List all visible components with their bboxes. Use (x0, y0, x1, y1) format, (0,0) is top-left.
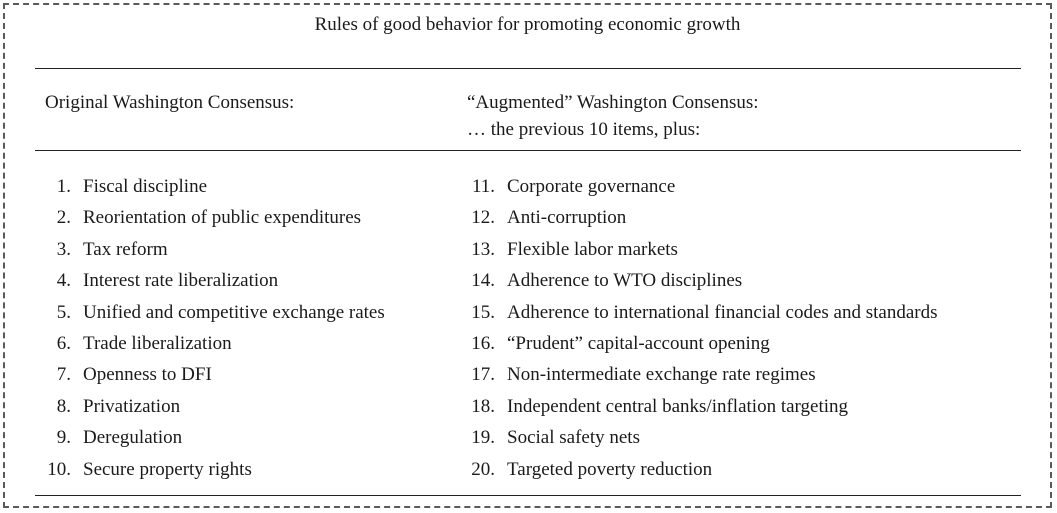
table-title: Rules of good behavior for promoting eco… (314, 14, 741, 35)
item-number: 3. (56, 238, 71, 260)
table-frame: Rules of good behavior for promoting eco… (3, 3, 1052, 508)
item-text: Corporate governance (507, 176, 676, 197)
item-text: Trade liberalization (83, 332, 232, 354)
list-item: 17. Non-intermediate exchange rate regime… (467, 359, 938, 390)
list-item: 15. Adherence to international financial … (467, 297, 938, 328)
right-column-subtitle: … the previous 10 items, plus: (467, 119, 701, 140)
list-item: 1. Fiscal discipline (45, 171, 385, 202)
list-item: 12. Anti-corruption (467, 202, 938, 233)
right-column-header: “Augmented” Washington Consensus: … the … (467, 89, 759, 143)
item-text: Interest rate liberalization (83, 270, 279, 292)
item-text: Unified and competitive exchange rates (83, 301, 385, 323)
bottom-rule (35, 495, 1021, 496)
item-number: 1. (56, 176, 71, 197)
item-number: 20. (471, 458, 495, 480)
list-item: 4. Interest rate liberalization (45, 265, 385, 296)
list-item: 3. Tax reform (45, 234, 385, 265)
list-item: 20. Targeted poverty reduction (467, 454, 938, 485)
list-item: 7. Openness to DFI (45, 359, 385, 390)
item-text: Secure property rights (83, 458, 252, 480)
item-number: 13. (471, 238, 495, 260)
original-consensus-list: 1. Fiscal discipline 2. Reorientation of p… (45, 171, 385, 485)
item-text: Targeted poverty reduction (507, 458, 713, 480)
item-text: Openness to DFI (83, 364, 212, 386)
item-number: 10. (47, 458, 71, 480)
item-number: 2. (56, 207, 71, 229)
item-number: 9. (56, 427, 71, 449)
list-item: 11. Corporate governance (467, 171, 938, 202)
list-item: 8. Privatization (45, 391, 385, 422)
item-text: Tax reform (83, 238, 168, 260)
item-number: 19. (471, 427, 495, 449)
augmented-consensus-list: 11. Corporate governance 12. Anti-corrupti… (467, 171, 938, 485)
item-text: Fiscal discipline (83, 176, 208, 197)
item-number: 18. (471, 395, 495, 417)
list-item: 9. Deregulation (45, 422, 385, 453)
top-rule (35, 68, 1021, 69)
header-rule (35, 150, 1021, 151)
right-column-title: “Augmented” Washington Consensus: (467, 92, 759, 113)
list-item: 2. Reorientation of public expenditures (45, 202, 385, 233)
item-number: 5. (56, 301, 71, 323)
list-item: 13. Flexible labor markets (467, 234, 938, 265)
item-number: 15. (471, 301, 495, 323)
item-number: 7. (56, 364, 71, 386)
list-item: 6. Trade liberalization (45, 328, 385, 359)
item-text: “Prudent” capital-account opening (507, 332, 770, 354)
item-number: 4. (56, 270, 71, 292)
item-text: Independent central banks/inflation targ… (507, 395, 849, 417)
item-number: 14. (471, 270, 495, 292)
list-item: 10. Secure property rights (45, 454, 385, 485)
item-text: Adherence to international financial cod… (507, 301, 938, 323)
item-number: 16. (471, 332, 495, 354)
item-number: 11. (471, 176, 495, 197)
item-number: 17. (471, 364, 495, 386)
list-item: 19. Social safety nets (467, 422, 938, 453)
item-text: Privatization (83, 395, 181, 417)
item-text: Adherence to WTO disciplines (507, 270, 743, 292)
item-text: Anti-corruption (507, 207, 627, 229)
item-text: Reorientation of public expenditures (83, 207, 362, 229)
list-item: 14. Adherence to WTO disciplines (467, 265, 938, 296)
item-text: Social safety nets (507, 427, 640, 449)
item-text: Deregulation (83, 427, 183, 449)
list-item: 18. Independent central banks/inflation t… (467, 391, 938, 422)
item-number: 6. (56, 332, 71, 354)
list-item: 16. “Prudent” capital-account opening (467, 328, 938, 359)
item-text: Non-intermediate exchange rate regimes (507, 364, 816, 386)
list-item: 5. Unified and competitive exchange rates (45, 297, 385, 328)
item-number: 8. (56, 395, 71, 417)
item-text: Flexible labor markets (507, 238, 678, 260)
left-column-header: Original Washington Consensus: (45, 92, 295, 113)
item-number: 12. (471, 207, 495, 229)
